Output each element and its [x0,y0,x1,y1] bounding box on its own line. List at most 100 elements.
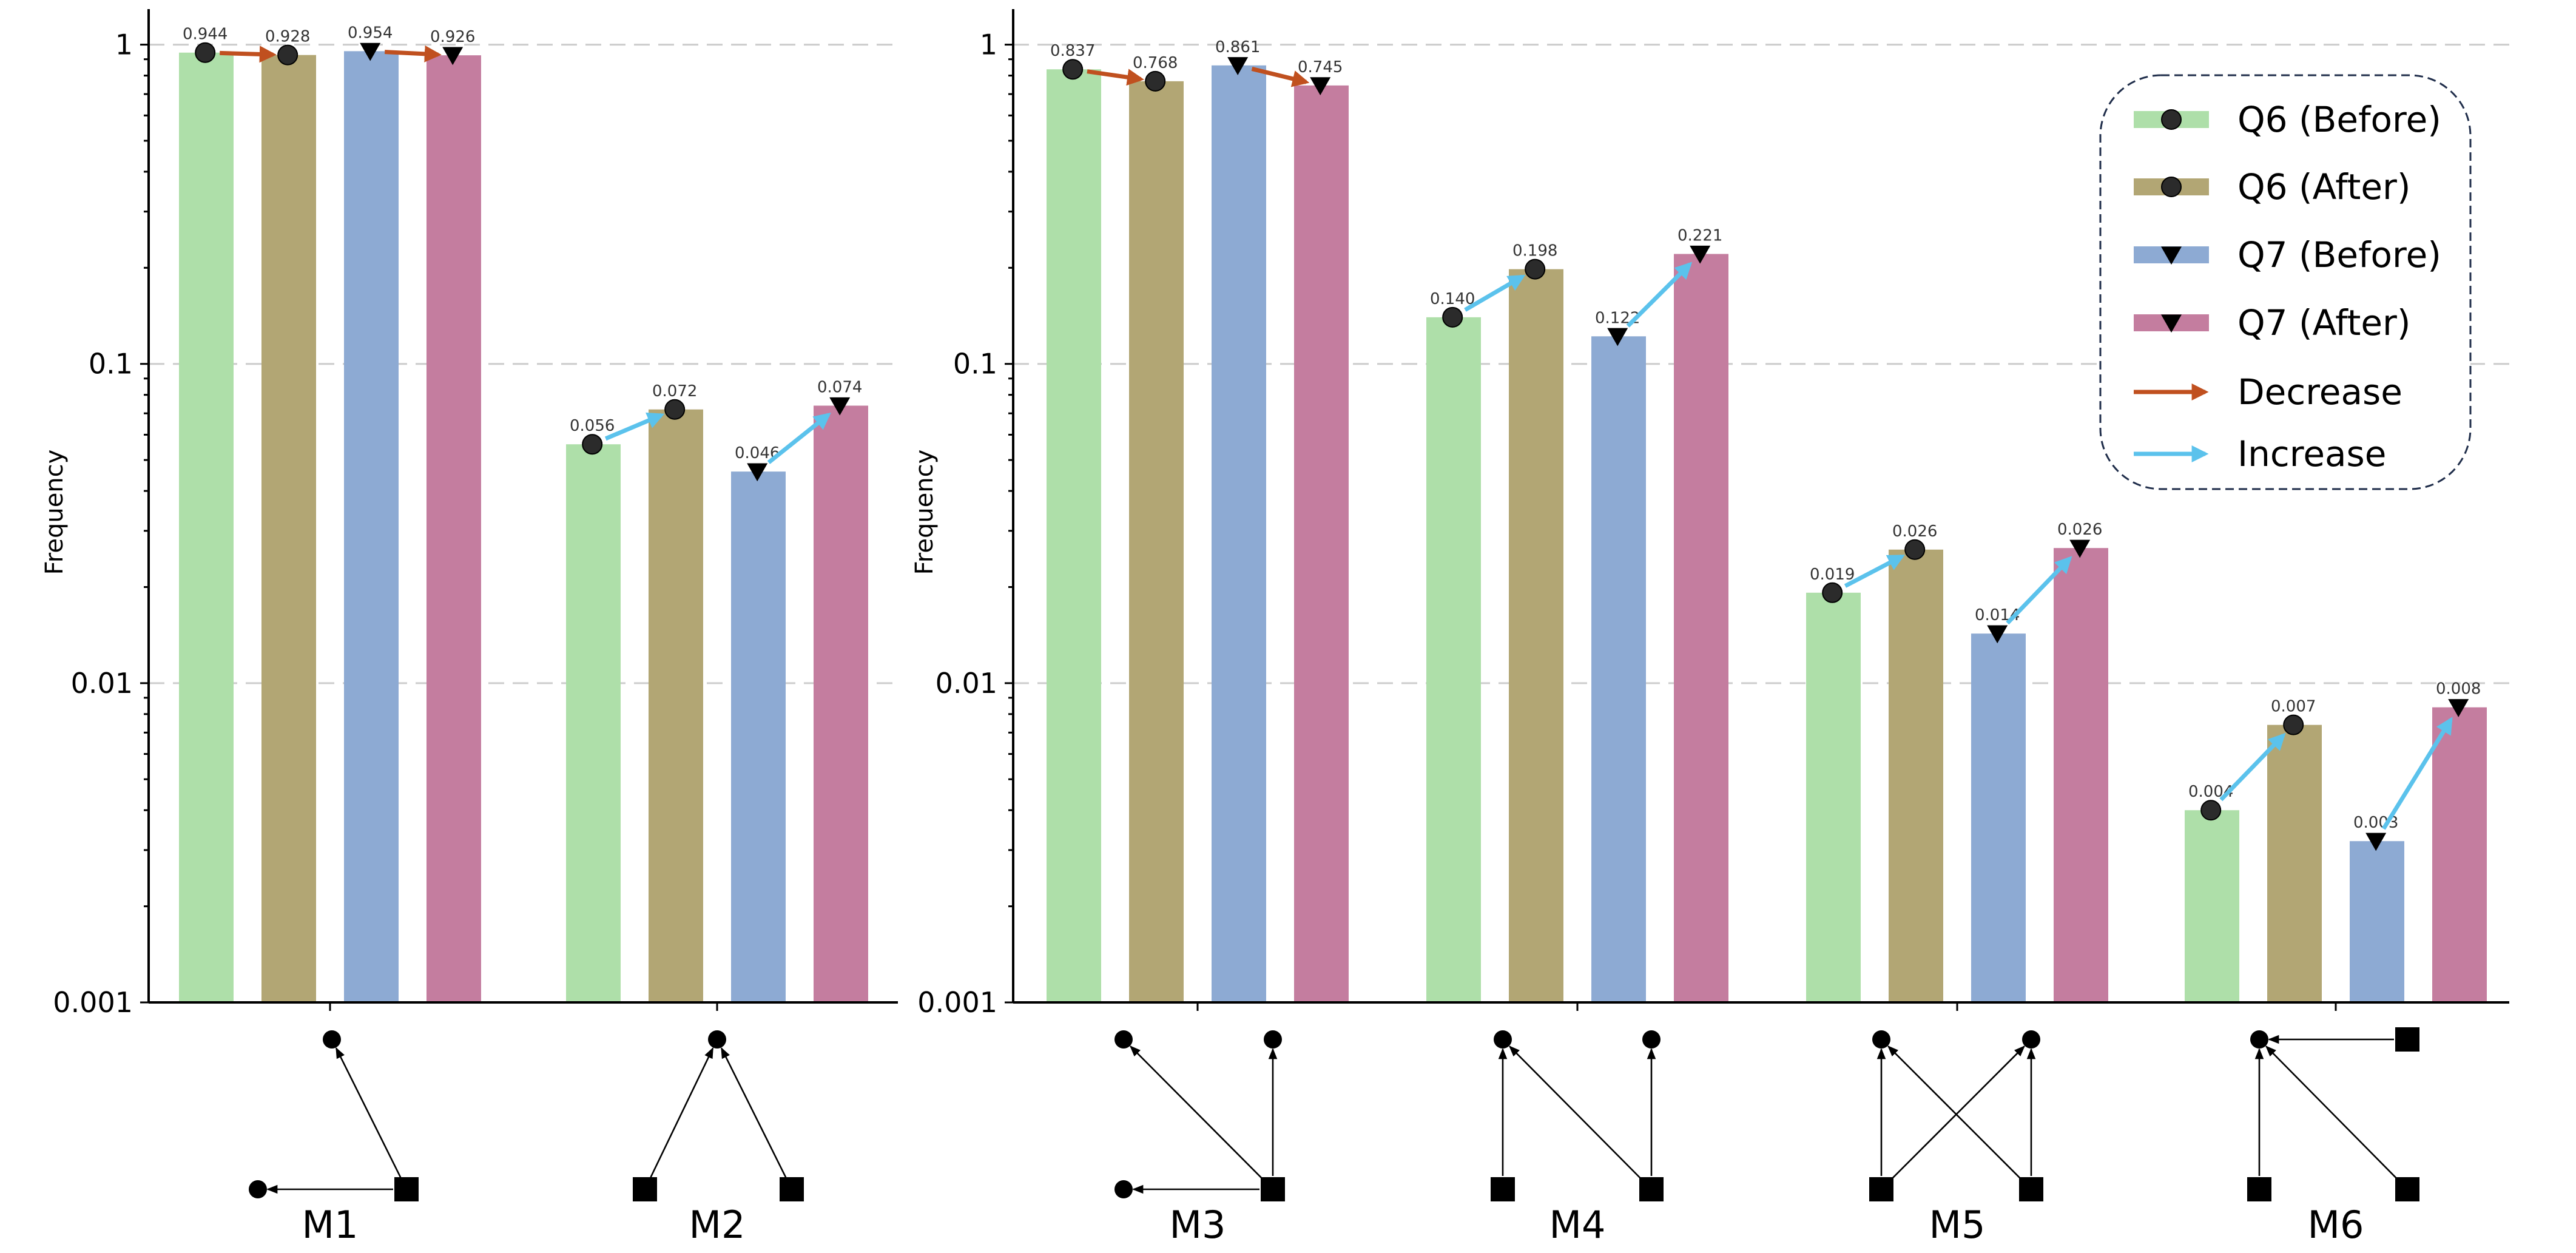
legend-item-2: Q6 (After) [2134,166,2411,208]
bar-M5-3 [1971,633,2026,1002]
bar-M3-1 [1047,69,1101,1002]
legend-marker-icon [2161,246,2182,265]
marker-point [1145,70,1166,92]
marker-point [2200,800,2222,821]
legend-label: Increase [2237,433,2386,475]
value-label: 0.056 [570,417,615,435]
value-label: 0.019 [1810,566,1855,584]
bar-M1-4 [427,55,481,1002]
value-label: 0.926 [430,28,475,46]
change-arrow [1626,262,1693,328]
motif-diagram-M4 [1491,1030,1664,1201]
bar-M4-2 [1509,269,1563,1002]
legend-arrow-item-2: Increase [2134,433,2386,475]
legend-marker-icon [2161,109,2182,130]
value-label: 0.861 [1215,38,1260,56]
y-axis-label: Frequency [911,450,939,575]
bar-M5-1 [1806,592,1861,1002]
marker-point [1822,582,1843,603]
marker-point [1690,245,1711,264]
group-M3: 0.837 0.768 0.861 0.745 [1047,38,1349,1003]
bar-M6-4 [2432,707,2487,1002]
y-tick-label: 1 [980,29,997,61]
marker-point [2069,539,2091,558]
value-label: 0.928 [265,28,310,46]
bar-M3-3 [1212,65,1266,1003]
bar-M2-3 [731,471,786,1002]
bar-M6-2 [2267,724,2322,1002]
motif-node-square [2019,1177,2043,1201]
motif-edge [1508,1045,1643,1181]
bar-M1-2 [261,55,316,1002]
marker-point [442,47,464,66]
motif-edge [335,1047,402,1178]
y-tick-label: 0.001 [917,986,997,1019]
change-arrow [2381,717,2453,830]
marker-point [195,42,216,63]
marker-point [829,397,851,416]
panel-1: 0.944 0.928 0.954 0.926 0.0560.0720.0460.074… [41,9,898,1247]
category-label-M4: M4 [1549,1203,1606,1247]
legend-item-3: Q7 (Before) [2134,234,2441,275]
bar-M3-2 [1129,81,1184,1002]
motif-node-circle [1264,1030,1282,1049]
value-label: 0.944 [183,25,228,44]
category-label-M6: M6 [2308,1203,2364,1247]
legend-arrow-item-1: Decrease [2134,371,2402,413]
motif-node-circle [323,1030,341,1049]
motif-node-circle [1114,1030,1133,1049]
motif-node-square [2395,1177,2419,1201]
motif-diagram-M2 [633,1030,804,1201]
motif-node-square [780,1177,804,1201]
value-label: 0.008 [2436,680,2481,698]
legend-marker-icon [2161,177,2182,197]
change-arrow [1251,67,1310,87]
marker-point [277,44,298,66]
y-tick-label: 1 [115,29,133,61]
value-label: 0.954 [348,24,393,42]
bar-M2-1 [566,444,621,1002]
motif-node-circle [2250,1030,2268,1049]
bar-M4-4 [1674,254,1728,1002]
bar-M2-4 [814,405,868,1002]
motif-edge [720,1047,787,1178]
bar-M5-4 [2054,548,2108,1002]
motif-edge [2265,1045,2399,1181]
motif-node-circle [708,1030,726,1049]
change-arrow [1464,274,1526,312]
change-arrow [767,413,831,464]
bar-M4-3 [1591,336,1646,1002]
change-arrow [220,46,277,63]
y-tick-label: 0.1 [953,348,997,380]
motif-node-square [2247,1177,2271,1201]
y-tick-label: 0.1 [89,348,133,380]
value-label: 0.026 [1892,522,1937,541]
motif-node-circle [1642,1030,1661,1049]
marker-point [1525,258,1546,280]
marker-point [2365,833,2387,851]
motif-node-square [2395,1027,2419,1052]
category-label-M1: M1 [302,1203,359,1247]
motif-node-square [394,1177,419,1201]
legend-label: Q7 (Before) [2237,234,2441,275]
change-arrow [2006,556,2072,625]
change-arrow [384,45,442,62]
legend-label: Q6 (Before) [2237,99,2441,140]
y-tick-label: 0.01 [71,667,133,700]
marker-point [582,434,603,455]
motif-edge [1130,1045,1264,1181]
legend-label: Q7 (After) [2237,302,2411,343]
motif-edge [650,1047,714,1178]
category-label-M3: M3 [1170,1203,1226,1247]
value-label: 0.221 [1677,227,1722,245]
legend-label: Decrease [2237,371,2402,413]
motif-edge [1890,1045,2025,1181]
marker-point [664,399,686,420]
category-label-M2: M2 [689,1203,746,1247]
marker-point [1227,57,1249,75]
marker-point [747,463,768,482]
